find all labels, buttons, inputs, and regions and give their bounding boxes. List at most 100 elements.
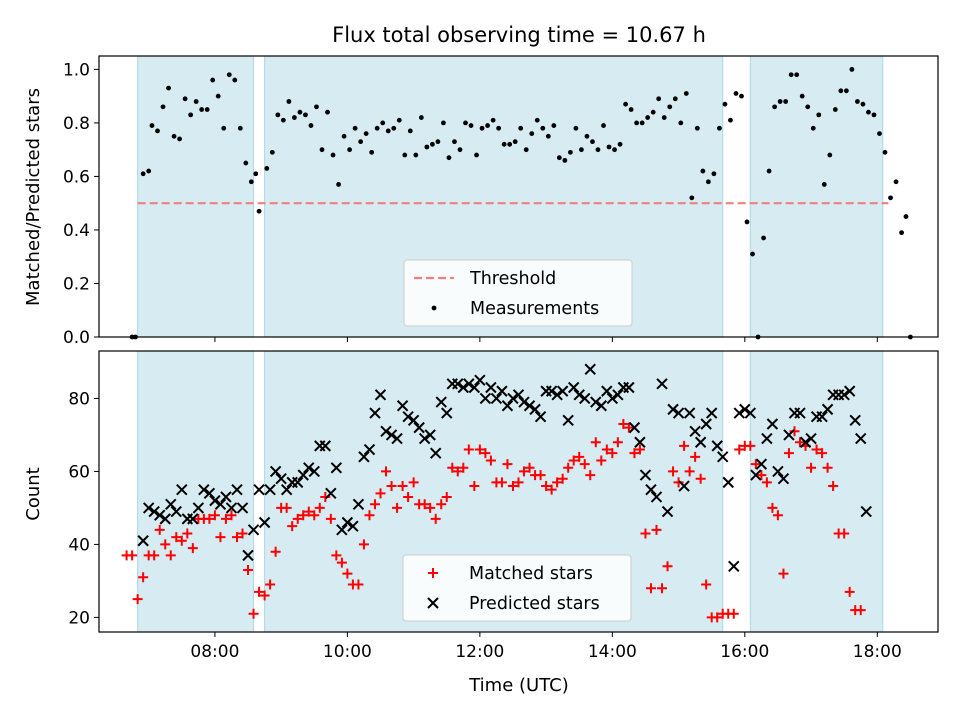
measurement-point bbox=[280, 117, 286, 123]
y-tick-label: 0.2 bbox=[63, 274, 90, 294]
measurement-point bbox=[871, 112, 877, 118]
predicted-star-point bbox=[468, 381, 481, 394]
predicted-star-point bbox=[148, 505, 160, 518]
measurement-point bbox=[843, 88, 849, 94]
measurement-point bbox=[490, 117, 496, 123]
predicted-star-point bbox=[209, 494, 221, 507]
matched-star-point bbox=[817, 448, 828, 459]
legend-label: Matched stars bbox=[469, 564, 593, 584]
matched-star-point bbox=[452, 466, 463, 477]
predicted-star-point bbox=[750, 469, 762, 481]
matched-star-point bbox=[535, 470, 546, 481]
matched-star-point bbox=[502, 459, 513, 470]
measurement-point bbox=[319, 147, 325, 153]
measurement-point bbox=[595, 147, 601, 153]
matched-star-point bbox=[287, 521, 298, 532]
matched-star-point bbox=[254, 586, 265, 597]
measurement-point bbox=[457, 147, 463, 153]
matched-star-point bbox=[839, 528, 850, 539]
matched-star-point bbox=[469, 481, 480, 492]
measurement-point bbox=[700, 168, 706, 174]
predicted-star-point bbox=[728, 560, 740, 573]
predicted-star-point bbox=[628, 421, 641, 434]
y-tick-label: 0.4 bbox=[63, 221, 90, 241]
measurement-point bbox=[199, 107, 205, 112]
measurement-point bbox=[816, 112, 822, 118]
matched-star-point bbox=[303, 506, 314, 517]
y-tick-label: 60 bbox=[68, 462, 90, 482]
y-tick-label: 20 bbox=[68, 608, 90, 628]
predicted-star-point bbox=[590, 396, 602, 408]
predicted-star-point bbox=[579, 392, 591, 405]
measurement-point bbox=[363, 131, 369, 137]
predicted-star-point bbox=[772, 465, 784, 478]
matched-star-point bbox=[623, 422, 634, 433]
matched-star-point bbox=[220, 513, 231, 524]
measurement-point bbox=[672, 96, 678, 102]
measurement-point bbox=[193, 99, 199, 104]
matched-star-point bbox=[160, 539, 171, 550]
predicted-star-point bbox=[435, 396, 447, 408]
predicted-star-point bbox=[347, 520, 359, 532]
matched-star-point bbox=[662, 561, 673, 572]
matched-star-point bbox=[772, 510, 783, 521]
measurement-point bbox=[551, 123, 557, 128]
matched-star-point bbox=[756, 470, 767, 481]
y-tick-label: 1.0 bbox=[63, 60, 90, 80]
y-tick-label: 80 bbox=[68, 389, 90, 409]
measurement-point bbox=[860, 101, 866, 107]
plot-frame bbox=[98, 55, 939, 338]
predicted-star-point bbox=[198, 483, 210, 496]
matched-star-point bbox=[607, 448, 618, 459]
x-tick-label: 14:00 bbox=[588, 642, 637, 662]
predicted-star-point bbox=[556, 385, 569, 397]
predicted-star-point bbox=[236, 502, 249, 514]
matched-star-point bbox=[601, 444, 612, 455]
predicted-star-point bbox=[766, 418, 779, 430]
predicted-star-point bbox=[849, 414, 861, 427]
matched-star-point bbox=[248, 608, 259, 619]
x-tick-label: 16:00 bbox=[720, 642, 769, 662]
matched-star-point bbox=[425, 502, 436, 513]
measurement-point bbox=[827, 152, 833, 158]
observing-interval bbox=[137, 55, 255, 338]
measurement-point bbox=[772, 104, 778, 110]
matched-star-point bbox=[182, 528, 193, 539]
predicted-star-point bbox=[656, 378, 668, 390]
x-tick-label: 10:00 bbox=[323, 642, 372, 662]
matched-star-point bbox=[408, 477, 419, 488]
predicted-star-point bbox=[474, 374, 486, 386]
predicted-star-point bbox=[523, 400, 536, 412]
predicted-star-point bbox=[264, 483, 276, 496]
measurement-point bbox=[507, 141, 513, 147]
matched-star-point bbox=[701, 579, 712, 590]
measurement-point bbox=[413, 152, 419, 158]
predicted-star-point bbox=[418, 432, 431, 445]
matched-star-point bbox=[684, 466, 695, 477]
predicted-star-point bbox=[860, 505, 872, 518]
predicted-star-point bbox=[501, 400, 514, 412]
matched-star-point bbox=[463, 444, 474, 455]
measurement-point bbox=[402, 152, 408, 158]
predicted-star-point bbox=[683, 407, 696, 419]
measurement-point bbox=[766, 168, 772, 174]
measurement-point bbox=[855, 99, 860, 104]
predicted-star-point bbox=[639, 469, 652, 481]
predicted-star-point bbox=[280, 483, 293, 496]
measurement-point bbox=[628, 107, 634, 112]
matched-star-point bbox=[270, 546, 281, 557]
measurement-point bbox=[722, 101, 728, 107]
matched-star-point bbox=[375, 488, 386, 499]
predicted-star-point bbox=[336, 524, 348, 536]
predicted-star-point bbox=[258, 516, 271, 529]
matched-star-point bbox=[320, 491, 331, 502]
measurement-point bbox=[832, 107, 838, 112]
predicted-star-point bbox=[678, 480, 690, 492]
predicted-star-point bbox=[297, 469, 309, 481]
x-axis-label: Time (UTC) bbox=[468, 675, 569, 696]
predicted-star-point bbox=[755, 458, 768, 470]
matched-star-point bbox=[204, 513, 215, 524]
predicted-star-point bbox=[269, 465, 282, 478]
predicted-star-point bbox=[705, 407, 718, 419]
